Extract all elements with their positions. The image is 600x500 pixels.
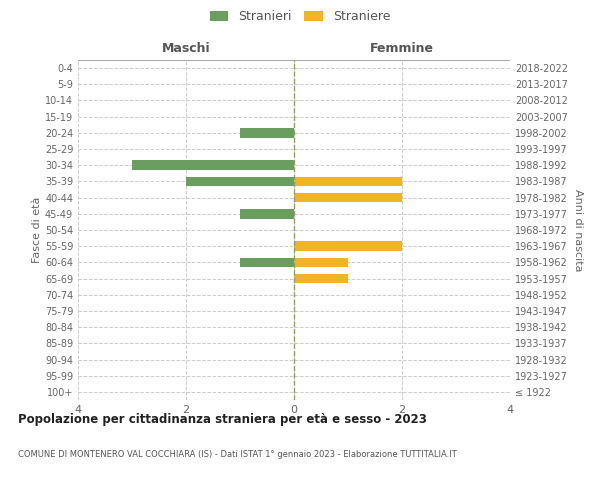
Y-axis label: Anni di nascita: Anni di nascita bbox=[574, 188, 583, 271]
Bar bbox=[240, 258, 294, 267]
Legend: Stranieri, Straniere: Stranieri, Straniere bbox=[206, 6, 394, 26]
Bar bbox=[294, 242, 402, 251]
Bar bbox=[240, 209, 294, 218]
Text: Maschi: Maschi bbox=[161, 42, 211, 55]
Bar bbox=[240, 128, 294, 138]
Bar bbox=[294, 274, 348, 283]
Bar bbox=[294, 176, 402, 186]
Text: Popolazione per cittadinanza straniera per età e sesso - 2023: Popolazione per cittadinanza straniera p… bbox=[18, 412, 427, 426]
Bar bbox=[186, 176, 294, 186]
Text: COMUNE DI MONTENERO VAL COCCHIARA (IS) - Dati ISTAT 1° gennaio 2023 - Elaborazio: COMUNE DI MONTENERO VAL COCCHIARA (IS) -… bbox=[18, 450, 457, 459]
Text: Femmine: Femmine bbox=[370, 42, 434, 55]
Y-axis label: Fasce di età: Fasce di età bbox=[32, 197, 42, 263]
Bar bbox=[294, 193, 402, 202]
Bar bbox=[132, 160, 294, 170]
Bar bbox=[294, 258, 348, 267]
